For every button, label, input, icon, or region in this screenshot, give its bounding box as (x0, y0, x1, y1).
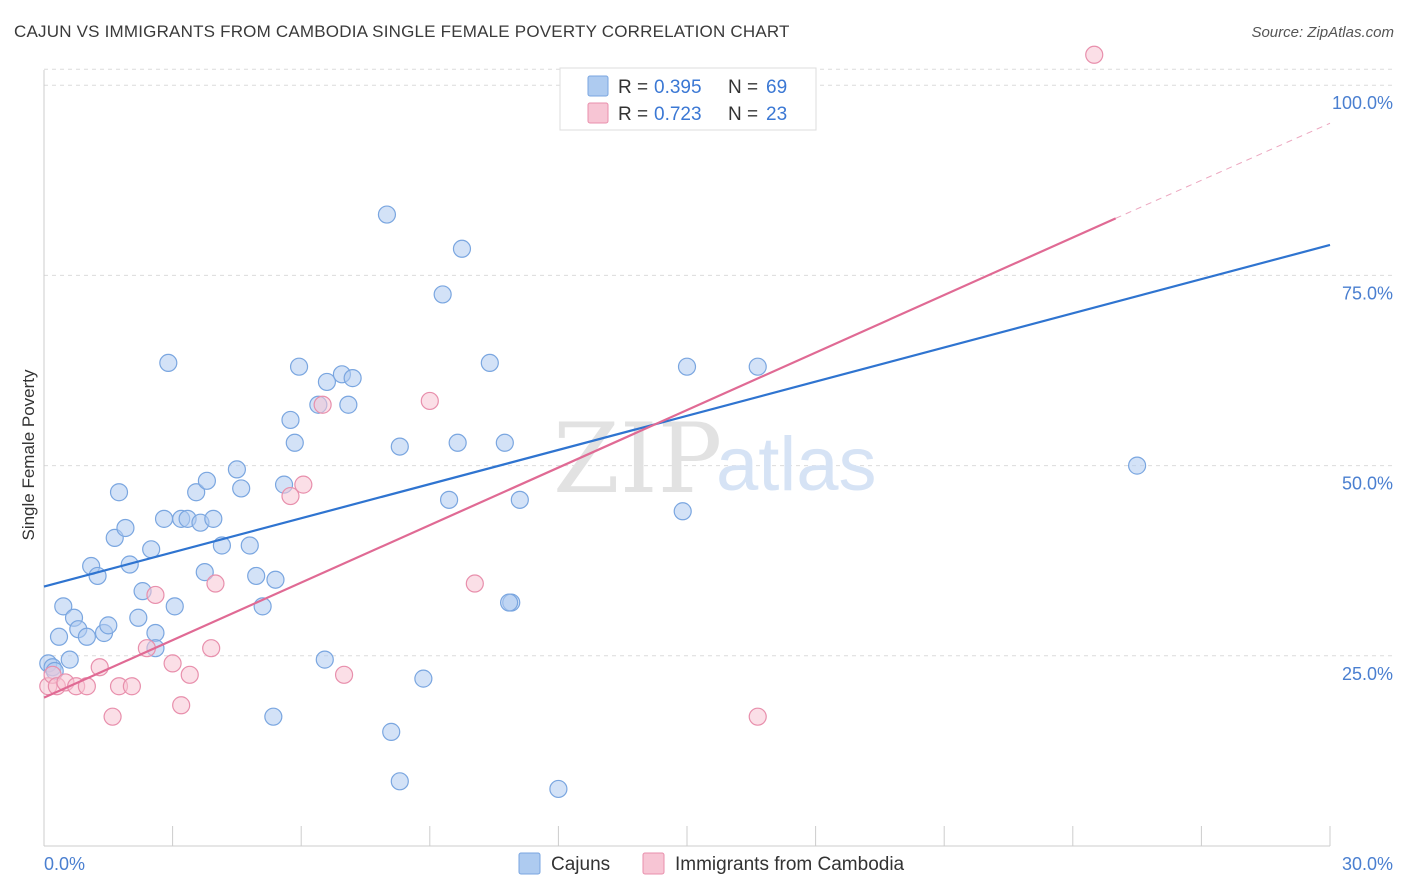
cambodia-trend-line (44, 218, 1116, 697)
cajun-point (378, 206, 395, 223)
cajun-point (434, 286, 451, 303)
cajun-point (291, 358, 308, 375)
cambodia-point (123, 678, 140, 695)
cambodia-point (336, 666, 353, 683)
cajun-point (61, 651, 78, 668)
cajun-point (111, 484, 128, 501)
cajun-point (78, 628, 95, 645)
cambodia-point (203, 640, 220, 657)
cambodia-point (1086, 46, 1103, 63)
cajun-point (248, 567, 265, 584)
bottom-legend-cambodia: Immigrants from Cambodia (675, 854, 905, 875)
cambodia-point (147, 586, 164, 603)
cajun-point (286, 434, 303, 451)
legend-n-value-2: 23 (766, 104, 787, 125)
cambodia-point (104, 708, 121, 725)
cajun-point (1129, 457, 1146, 474)
legend-r-value-1: 0.395 (654, 77, 702, 98)
cajun-point (228, 461, 245, 478)
cajun-point (143, 541, 160, 558)
legend-swatch-cambodia (588, 103, 608, 123)
cajun-point (391, 438, 408, 455)
y-tick-label: 75.0% (1342, 283, 1393, 303)
x-tick-max: 30.0% (1342, 854, 1393, 874)
cajun-point (205, 510, 222, 527)
y-tick-label: 25.0% (1342, 664, 1393, 684)
cambodia-point (421, 392, 438, 409)
cajun-point (344, 370, 361, 387)
cajun-point (117, 519, 134, 536)
trend-lines (44, 123, 1330, 697)
bottom-legend-cajuns: Cajuns (551, 854, 610, 875)
cajun-point (198, 472, 215, 489)
bottom-legend-swatch-cambodia (643, 853, 664, 874)
cajun-point (496, 434, 513, 451)
cajun-point (441, 491, 458, 508)
bottom-legend: Cajuns Immigrants from Cambodia (519, 853, 905, 875)
cajun-trend-line (44, 245, 1330, 587)
legend-r-value-2: 0.723 (654, 104, 702, 125)
cajun-point (318, 373, 335, 390)
bottom-legend-swatch-cajuns (519, 853, 540, 874)
legend-n-value-1: 69 (766, 77, 787, 98)
cajun-point (130, 609, 147, 626)
cajun-point (749, 358, 766, 375)
cajun-point (160, 354, 177, 371)
cajun-point (453, 240, 470, 257)
cajun-point (147, 624, 164, 641)
cajun-point (415, 670, 432, 687)
cajun-point (100, 617, 117, 634)
cajun-point (511, 491, 528, 508)
y-axis-label: Single Female Poverty (19, 369, 38, 541)
cajun-point (501, 594, 518, 611)
cajun-point (449, 434, 466, 451)
legend-n-label-1: N = (728, 77, 758, 98)
cajun-point (241, 537, 258, 554)
cajun-point (51, 628, 68, 645)
y-tick-labels: 25.0% 50.0% 75.0% 100.0% (1332, 93, 1393, 684)
cajun-point (282, 411, 299, 428)
cajun-point (166, 598, 183, 615)
watermark-atlas: atlas (716, 422, 877, 507)
legend-r-label-1: R = (618, 77, 648, 98)
cajun-point (340, 396, 357, 413)
cambodia-point (314, 396, 331, 413)
cambodia-point (164, 655, 181, 672)
cajun-point (674, 503, 691, 520)
cambodia-point (466, 575, 483, 592)
legend-swatch-cajuns (588, 76, 608, 96)
cajun-point (233, 480, 250, 497)
cambodia-point (295, 476, 312, 493)
cambodia-point (181, 666, 198, 683)
y-tick-label: 50.0% (1342, 474, 1393, 494)
stats-legend: R = 0.395 N = 69 R = 0.723 N = 23 (560, 68, 816, 130)
cajun-point (481, 354, 498, 371)
x-tick-min: 0.0% (44, 854, 85, 874)
cambodia-point (749, 708, 766, 725)
cajun-point (391, 773, 408, 790)
cambodia-point (173, 697, 190, 714)
cajun-point (265, 708, 282, 725)
legend-r-label-2: R = (618, 104, 648, 125)
grid-lines (44, 69, 1393, 656)
cajun-point (316, 651, 333, 668)
cajun-point (550, 780, 567, 797)
cajun-point (156, 510, 173, 527)
cambodia-trend-extension (1116, 123, 1330, 218)
cambodia-point (207, 575, 224, 592)
cajun-point (267, 571, 284, 588)
cajun-point (679, 358, 696, 375)
legend-n-label-2: N = (728, 104, 758, 125)
cajun-point (383, 723, 400, 740)
y-tick-label: 100.0% (1332, 93, 1393, 113)
